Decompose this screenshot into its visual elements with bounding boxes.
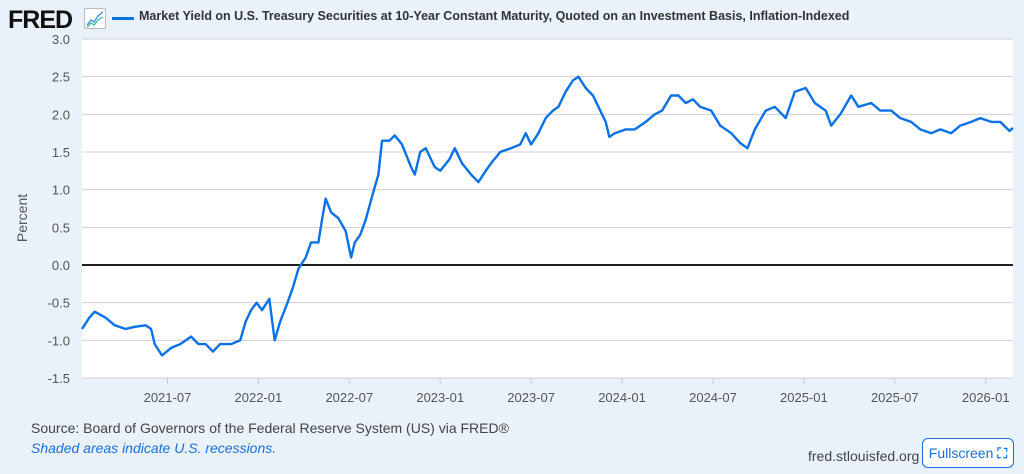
- x-tick-label: 2023-07: [507, 390, 555, 405]
- legend-swatch: [112, 17, 134, 20]
- x-tick-label: 2022-01: [235, 390, 283, 405]
- recession-note[interactable]: Shaded areas indicate U.S. recessions.: [31, 440, 277, 456]
- y-tick-label: -0.5: [48, 296, 70, 311]
- x-tick-label: 2025-01: [780, 390, 828, 405]
- y-tick-label: 2.0: [52, 107, 70, 122]
- x-tick-label: 2022-07: [325, 390, 373, 405]
- series-line: [80, 75, 1014, 357]
- y-tick-label: 0.5: [52, 220, 70, 235]
- x-tick-label: 2023-01: [416, 390, 464, 405]
- y-axis-label: Percent: [14, 193, 31, 243]
- fullscreen-label: Fullscreen: [928, 445, 994, 461]
- fullscreen-button[interactable]: Fullscreen ⛶: [922, 438, 1014, 468]
- plot-area: [82, 39, 1013, 378]
- y-tick-label: 1.0: [52, 183, 70, 198]
- x-tick-label: 2024-01: [598, 390, 646, 405]
- y-tick-label: 1.5: [52, 145, 70, 160]
- y-tick-label: 3.0: [52, 32, 70, 47]
- chart-icon: [84, 8, 106, 29]
- y-tick-label: 2.5: [52, 70, 70, 85]
- y-tick-label: 0.0: [52, 258, 70, 273]
- y-tick-label: -1.0: [48, 333, 70, 348]
- x-tick-label: 2021-07: [144, 390, 192, 405]
- site-link[interactable]: fred.stlouisfed.org: [808, 448, 920, 464]
- y-tick-label: -1.5: [48, 371, 70, 386]
- fred-logo[interactable]: FRED: [8, 6, 73, 34]
- x-tick-label: 2026-01: [962, 390, 1010, 405]
- source-note: Source: Board of Governors of the Federa…: [31, 420, 509, 436]
- series-title: Market Yield on U.S. Treasury Securities…: [139, 9, 850, 23]
- expand-icon: ⛶: [997, 444, 1008, 461]
- x-tick-label: 2025-07: [871, 390, 919, 405]
- x-tick-label: 2024-07: [689, 390, 737, 405]
